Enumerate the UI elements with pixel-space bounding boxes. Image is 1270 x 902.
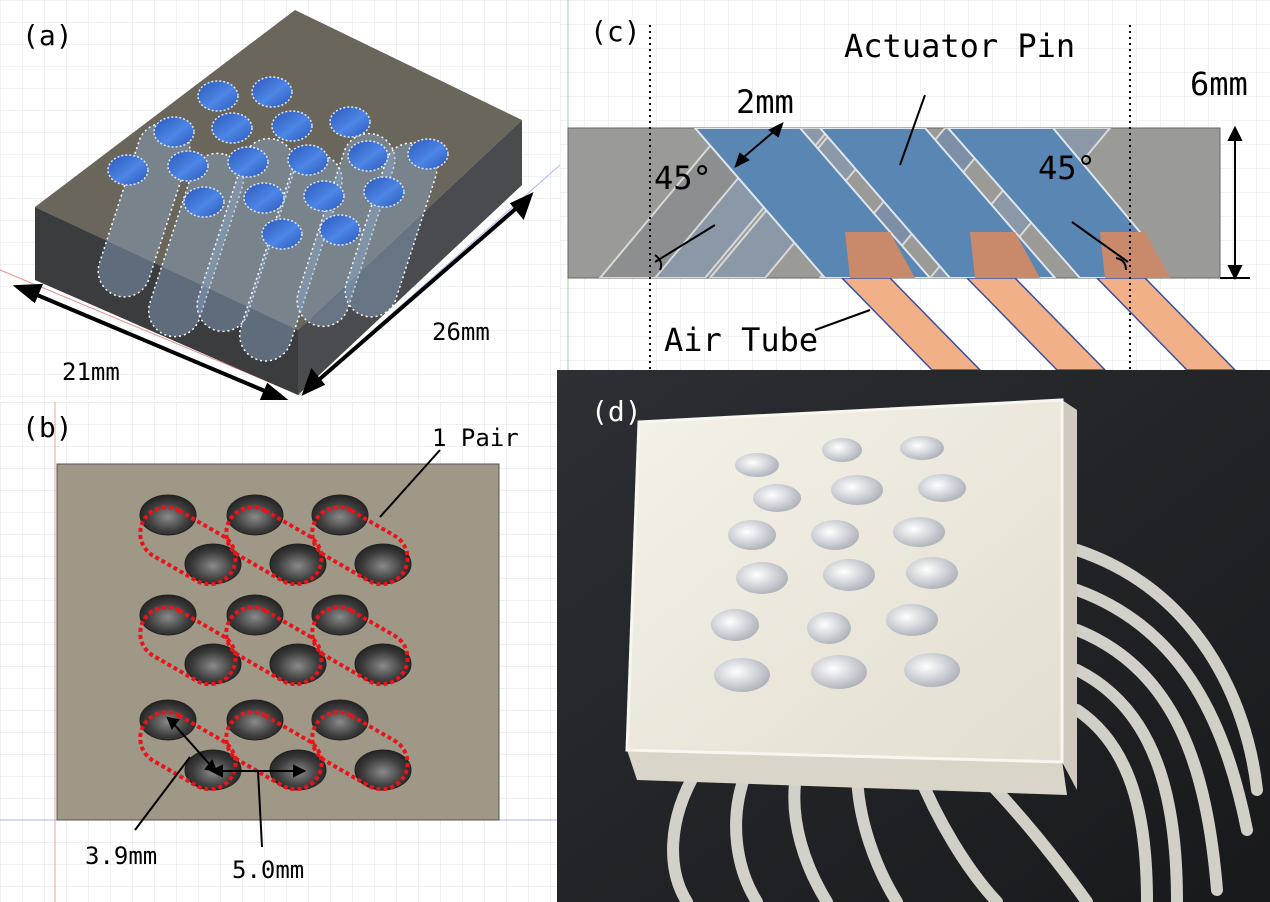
panel-b-top-view: (b) 1 Pair 3.9mm 5.0mm (0, 402, 560, 902)
block-front-face (35, 207, 298, 395)
panel-b-tag: (b) (22, 411, 73, 444)
depth-dimension-label: 26mm (432, 318, 490, 346)
photo-tubes (667, 544, 1263, 902)
tube-ends-section (845, 232, 1170, 278)
panel-b-drawing (0, 402, 560, 902)
panel-c-cross-section: (c) Actuator Pin Air Tube 2mm 6mm 45° 45… (560, 0, 1270, 370)
panel-a-drawing (0, 0, 560, 400)
photo-pin-bumps (711, 436, 966, 692)
block-top-face (35, 10, 522, 330)
printed-block-side (627, 750, 1067, 795)
panel-d-drawing (557, 370, 1270, 902)
angle-left-label: 45° (654, 159, 712, 197)
actuator-pin-heads (107, 76, 449, 250)
panel-a-tag: (a) (22, 19, 73, 52)
panel-c-leaders (654, 94, 1250, 331)
panel-d-tag: (d) (591, 395, 642, 428)
angle-right-label: 45° (1038, 149, 1096, 187)
diameter-label: 3.9mm (85, 842, 158, 870)
panel-d-photo: (d) (557, 370, 1270, 902)
air-tubes (840, 278, 1237, 370)
panel-a-3d-model: (a) 21mm 26mm (0, 0, 560, 400)
block-right-face (298, 120, 522, 395)
pair-label: 1 Pair (432, 424, 519, 452)
printed-block-right (1062, 400, 1077, 790)
pin-holes (139, 494, 412, 791)
air-tube-label: Air Tube (664, 321, 819, 359)
panel-b-leaders (134, 449, 441, 848)
width-dimension-label: 21mm (62, 358, 120, 386)
dimension-arrows-a (12, 192, 534, 400)
thickness-label: 6mm (1190, 65, 1248, 103)
pitch-label: 5.0mm (232, 856, 305, 884)
pin-width-label: 2mm (736, 83, 794, 121)
actuator-pin-label: Actuator Pin (844, 27, 1076, 65)
panel-c-drawing (560, 0, 1270, 370)
panel-c-tag: (c) (590, 15, 641, 48)
